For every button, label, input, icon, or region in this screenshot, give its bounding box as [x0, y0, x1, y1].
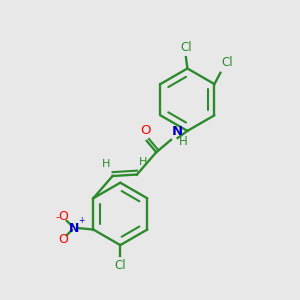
Text: O: O — [140, 124, 151, 137]
Text: N: N — [69, 221, 79, 235]
Text: Cl: Cl — [115, 260, 126, 272]
Text: H: H — [179, 135, 188, 148]
Text: Cl: Cl — [180, 40, 192, 54]
Text: O: O — [58, 210, 68, 223]
Text: Cl: Cl — [221, 56, 232, 69]
Text: O: O — [58, 233, 68, 246]
Text: N: N — [172, 125, 183, 138]
Text: +: + — [78, 216, 84, 225]
Text: H: H — [102, 159, 110, 169]
Text: H: H — [139, 158, 148, 167]
Text: -: - — [56, 212, 60, 222]
